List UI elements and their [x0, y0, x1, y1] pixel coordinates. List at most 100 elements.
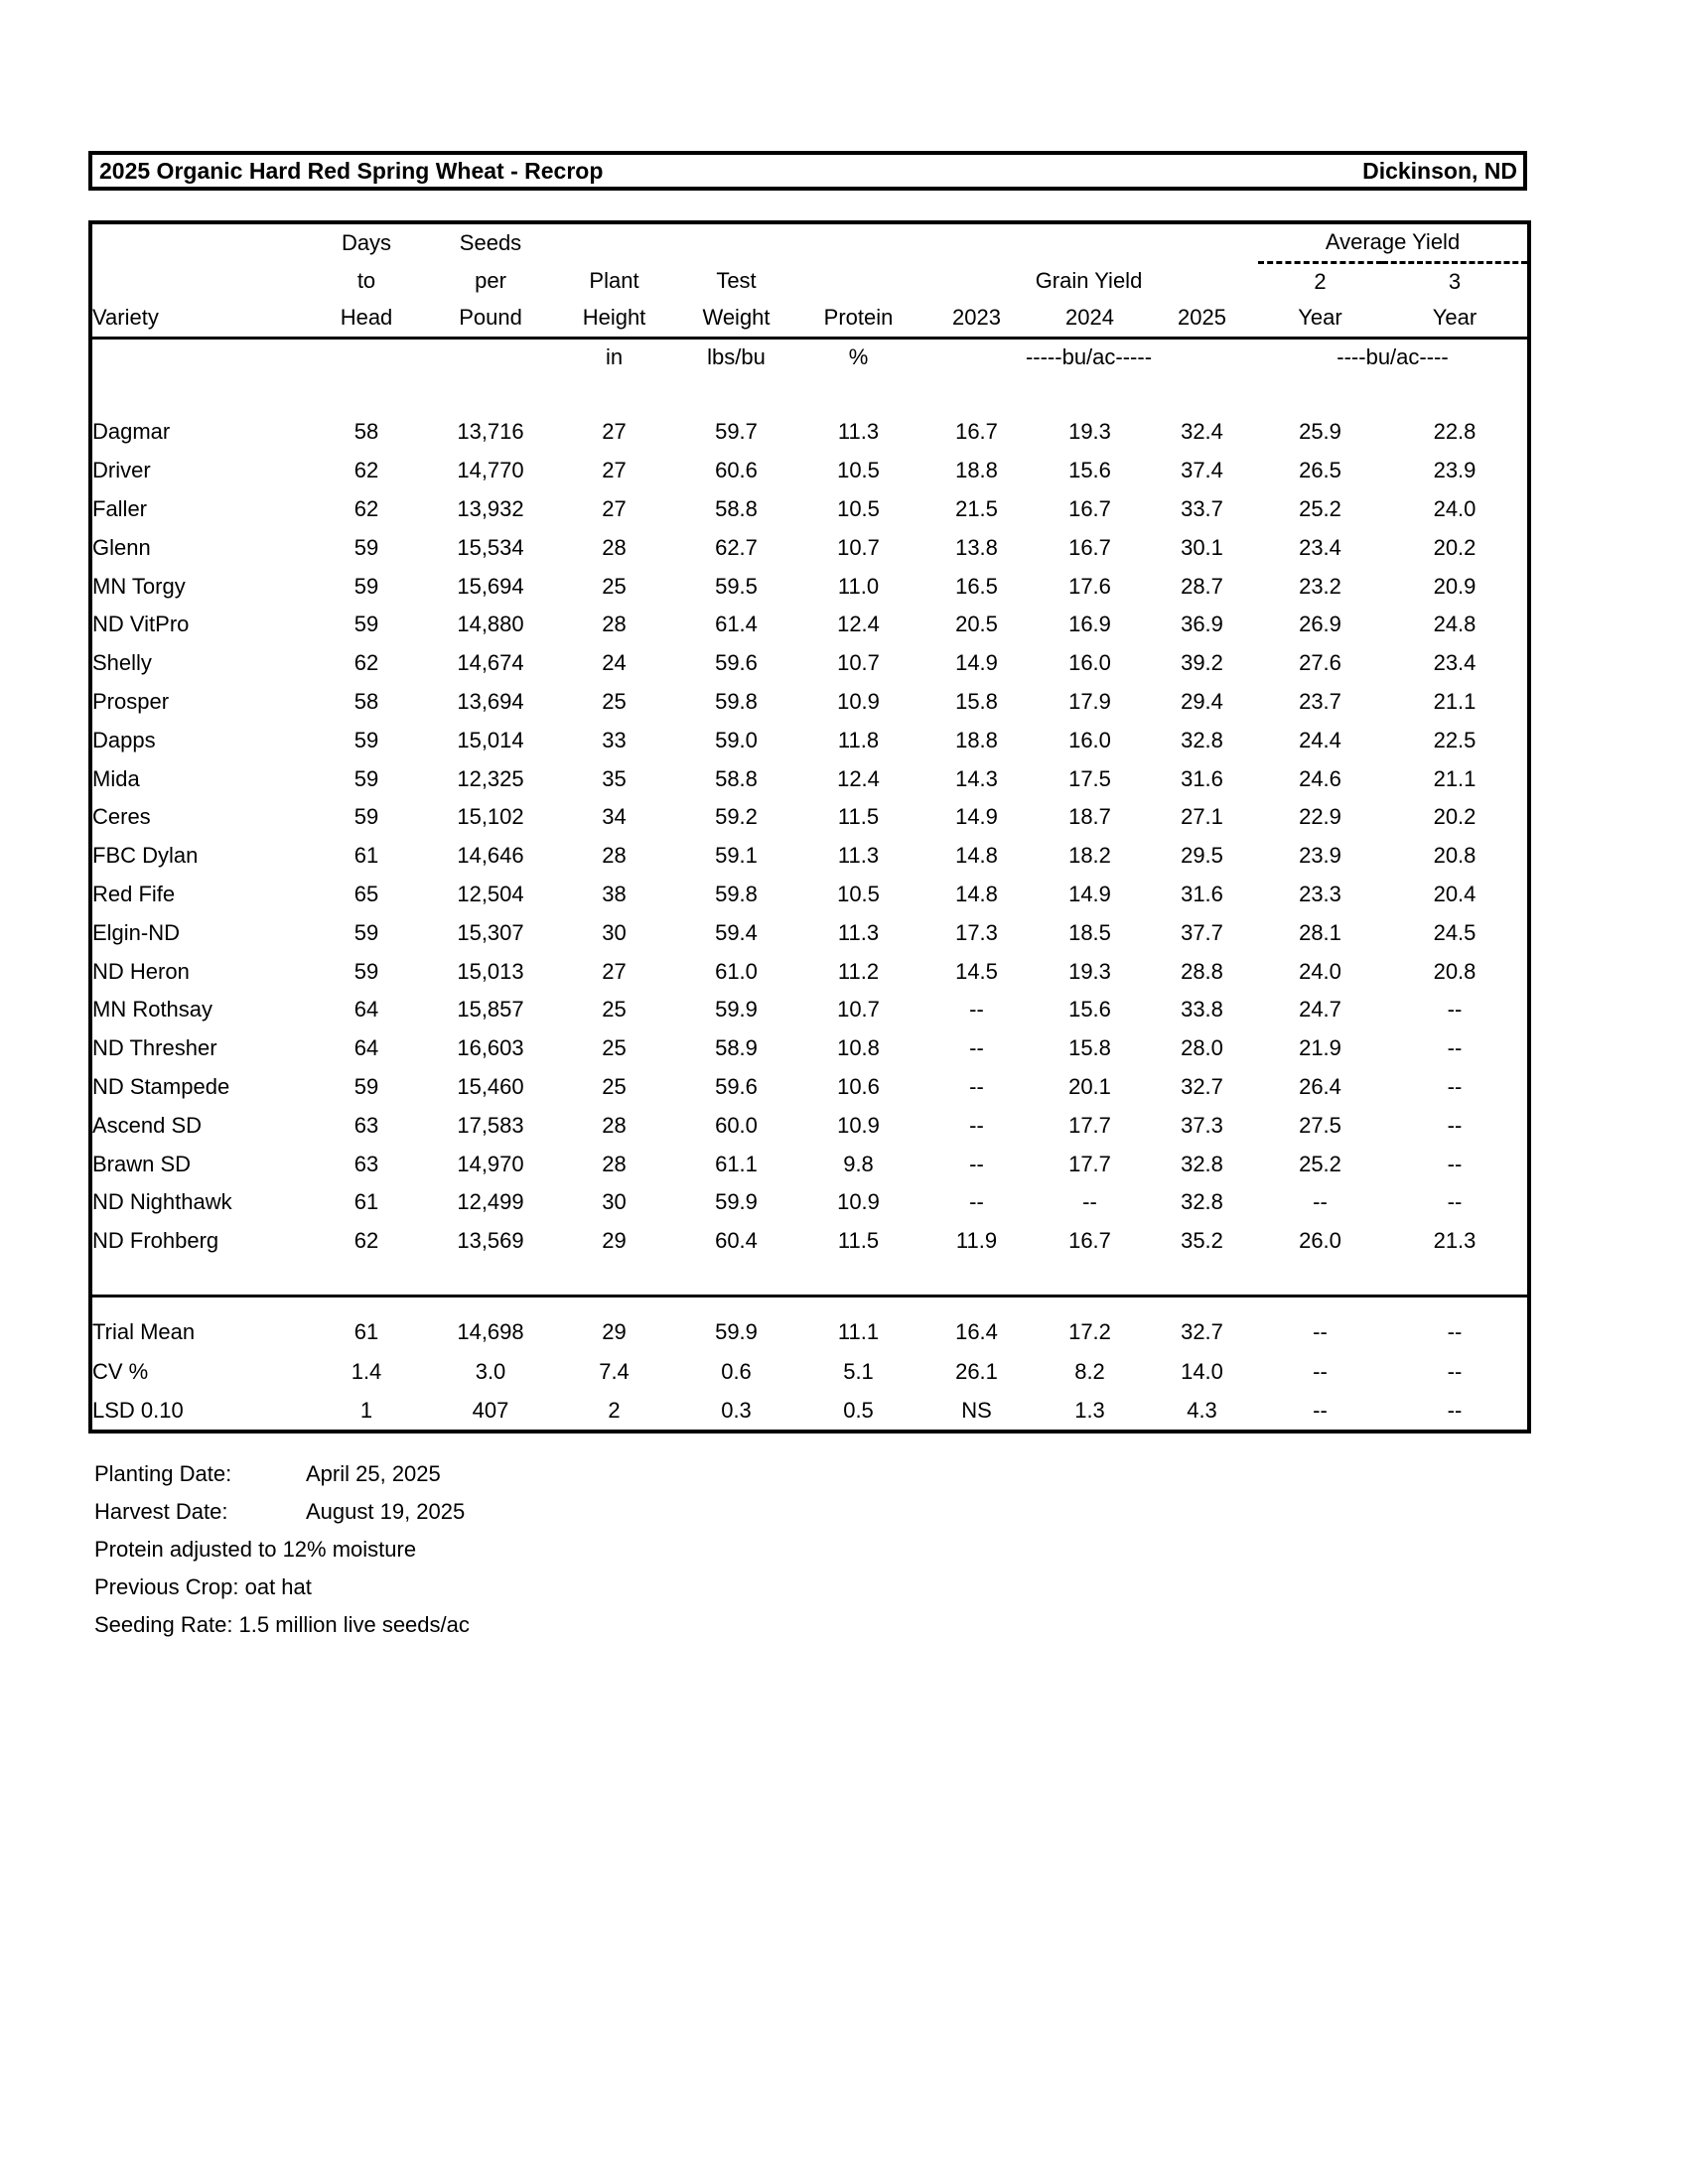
value-cell: 59.9: [715, 1318, 758, 1344]
value-cell: 13,932: [457, 495, 524, 521]
value-cell: 16.7: [1068, 495, 1111, 521]
value-cell: 15.8: [955, 688, 998, 714]
value-cell: 32.7: [1181, 1318, 1223, 1344]
value-cell: 37.3: [1181, 1112, 1223, 1138]
value-cell: 26.4: [1299, 1073, 1341, 1099]
value-cell: 21.5: [955, 495, 998, 521]
value-cell: 59: [353, 804, 379, 830]
value-cell: 3.0: [475, 1358, 506, 1384]
value-cell: 29: [602, 1228, 627, 1254]
value-cell: 64: [353, 997, 379, 1023]
value-cell: 64: [353, 1035, 379, 1061]
value-cell: 28.7: [1181, 573, 1223, 599]
value-cell: 27: [602, 495, 627, 521]
value-cell: 20.8: [1433, 958, 1477, 984]
variety-cell: LSD 0.10: [92, 1397, 184, 1423]
empty-cell: [90, 222, 305, 262]
header-plant-2: Height: [553, 300, 675, 340]
value-cell: 14,970: [457, 1151, 524, 1176]
value-cell: 58: [353, 688, 379, 714]
value-cell: 0.6: [721, 1358, 752, 1384]
value-cell: 17.7: [1068, 1112, 1111, 1138]
value-cell: 14,646: [457, 843, 524, 869]
empty-cell: [797, 262, 919, 300]
value-cell: 26.1: [955, 1358, 998, 1384]
value-cell: 59.8: [715, 688, 758, 714]
header-seeds-1: Seeds: [459, 230, 522, 255]
empty-cell: [305, 338, 428, 375]
header-protein: Protein: [797, 300, 919, 340]
footer-notes: Planting Date: April 25, 2025 Harvest Date…: [94, 1455, 470, 1644]
value-cell: 9.8: [843, 1151, 874, 1176]
value-cell: 23.2: [1299, 573, 1341, 599]
value-cell: 59.9: [715, 997, 758, 1023]
value-cell: 27.5: [1299, 1112, 1341, 1138]
value-cell: 17.2: [1068, 1318, 1111, 1344]
header-avg3-1: 3: [1448, 268, 1462, 294]
value-cell: 24.4: [1299, 727, 1341, 752]
value-cell: 16.5: [955, 573, 998, 599]
value-cell: 58: [353, 419, 379, 445]
value-cell: 16.7: [1068, 1228, 1111, 1254]
value-cell: 1.4: [351, 1358, 382, 1384]
header-avg3-2: Year: [1382, 300, 1529, 340]
table-row: Elgin-ND 59 15,307 30 59.4 11.3 17.3 18.5 37.7 28…: [90, 913, 1529, 952]
value-cell: 62: [353, 1228, 379, 1254]
value-cell: 15,857: [457, 997, 524, 1023]
value-cell: 21.3: [1433, 1228, 1477, 1254]
header-plant-1: Plant: [589, 268, 639, 293]
value-cell: 11.5: [837, 804, 880, 830]
value-cell: --: [1313, 1318, 1328, 1344]
report-title-bar: 2025 Organic Hard Red Spring Wheat - Rec…: [88, 151, 1527, 191]
value-cell: 13,569: [457, 1228, 524, 1254]
variety-cell: FBC Dylan: [92, 843, 199, 869]
value-cell: 15,013: [457, 958, 524, 984]
unit-plant-height: in: [605, 343, 624, 369]
value-cell: 30: [602, 919, 627, 945]
value-cell: 14.0: [1181, 1358, 1223, 1384]
value-cell: --: [1313, 1397, 1328, 1423]
variety-cell: Red Fife: [92, 881, 176, 906]
value-cell: 59.5: [715, 573, 758, 599]
value-cell: 61.4: [715, 612, 758, 637]
value-cell: 11.3: [837, 419, 880, 445]
value-cell: 59.6: [715, 650, 758, 676]
variety-cell: Driver: [92, 458, 151, 483]
value-cell: 11.3: [837, 843, 880, 869]
value-cell: 17,583: [457, 1112, 524, 1138]
value-cell: 407: [472, 1397, 509, 1423]
summary-row: Trial Mean 61 14,698 29 59.9 11.1 16.4 17.2 32.7…: [90, 1312, 1529, 1352]
value-cell: --: [1447, 1151, 1463, 1176]
value-cell: 28: [602, 843, 627, 869]
value-cell: 23.4: [1433, 650, 1477, 676]
value-cell: 20.8: [1433, 843, 1477, 869]
value-cell: --: [1447, 997, 1463, 1023]
table-row: Brawn SD 63 14,970 28 61.1 9.8 -- 17.7 32.8 25.2 -…: [90, 1145, 1529, 1183]
value-cell: --: [1082, 1189, 1097, 1215]
value-cell: 24.6: [1299, 765, 1341, 791]
value-cell: 65: [353, 881, 379, 906]
value-cell: 16.9: [1068, 612, 1111, 637]
value-cell: 63: [353, 1112, 379, 1138]
empty-cell: [90, 262, 305, 300]
footer-line: Harvest Date: August 19, 2025: [94, 1493, 470, 1531]
header-test-2: Weight: [675, 300, 797, 340]
header-days-1: Days: [341, 230, 392, 255]
variety-cell: CV %: [92, 1358, 149, 1384]
value-cell: 7.4: [599, 1358, 630, 1384]
header-grain-yield: Grain Yield: [1035, 268, 1143, 293]
report-location: Dickinson, ND: [1362, 157, 1517, 184]
value-cell: 14.8: [955, 881, 998, 906]
value-cell: 23.9: [1299, 843, 1341, 869]
value-cell: 27: [602, 458, 627, 483]
value-cell: 11.0: [837, 573, 880, 599]
header-avg2-2: Year: [1258, 300, 1382, 340]
header-days-3: Head: [305, 300, 428, 340]
value-cell: 14,674: [457, 650, 524, 676]
value-cell: 28: [602, 1112, 627, 1138]
footer-line: Previous Crop: oat hat: [94, 1574, 312, 1599]
value-cell: 22.8: [1433, 419, 1477, 445]
header-year-2023: 2023: [919, 300, 1034, 340]
table-row: ND Stampede 59 15,460 25 59.6 10.6 -- 20.1 32.7 2…: [90, 1068, 1529, 1107]
